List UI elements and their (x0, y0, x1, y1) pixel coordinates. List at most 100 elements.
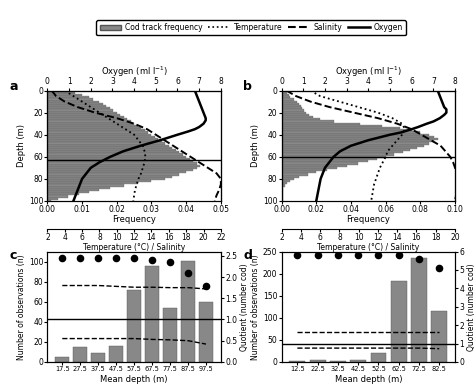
Bar (282, 196, 283, 198)
Bar (47, 162, 197, 164)
Point (202, 283, 210, 289)
Bar (282, 125, 382, 127)
X-axis label: Frequency: Frequency (112, 216, 156, 224)
Bar (47, 103, 103, 105)
X-axis label: Mean depth (m): Mean depth (m) (335, 375, 402, 384)
Bar (199, 302, 213, 362)
Bar (47, 178, 165, 180)
Bar (181, 261, 195, 362)
Bar (282, 112, 306, 114)
Bar (47, 200, 51, 202)
Bar (282, 142, 429, 145)
Bar (47, 136, 155, 138)
Bar (282, 138, 438, 140)
Text: d: d (244, 249, 252, 262)
Bar (109, 346, 123, 362)
Bar (55, 357, 69, 362)
Point (148, 257, 156, 263)
Y-axis label: Quotient (number cod): Quotient (number cod) (467, 263, 474, 351)
Bar (47, 182, 137, 184)
Bar (282, 96, 290, 98)
X-axis label: Mean depth (m): Mean depth (m) (100, 375, 168, 384)
Bar (47, 100, 100, 103)
Bar (47, 131, 148, 134)
Bar (282, 193, 283, 196)
Bar (282, 100, 297, 103)
Bar (282, 178, 294, 180)
Bar (282, 136, 434, 138)
Bar (47, 164, 200, 167)
Bar (282, 156, 386, 158)
Bar (47, 151, 179, 154)
Bar (47, 134, 152, 136)
Bar (47, 184, 124, 187)
Bar (47, 154, 182, 156)
Bar (282, 198, 283, 200)
Bar (282, 167, 337, 169)
Bar (282, 114, 310, 116)
Bar (47, 89, 65, 92)
Bar (282, 122, 360, 125)
Bar (47, 138, 158, 140)
Bar (282, 164, 347, 167)
Bar (282, 169, 327, 171)
Bar (282, 162, 358, 164)
Bar (282, 118, 320, 121)
Bar (282, 105, 301, 107)
Bar (282, 158, 377, 160)
Bar (282, 182, 287, 184)
Bar (282, 127, 400, 129)
Y-axis label: Number of observations (n): Number of observations (n) (17, 254, 26, 360)
Bar (282, 129, 412, 131)
Bar (282, 134, 429, 136)
Bar (47, 187, 110, 189)
Point (293, 252, 301, 258)
Bar (47, 189, 100, 191)
Bar (47, 109, 113, 112)
Bar (47, 171, 186, 173)
Bar (282, 154, 394, 156)
Bar (47, 129, 145, 131)
Bar (47, 125, 137, 127)
Bar (47, 92, 75, 94)
Bar (282, 151, 403, 154)
Bar (290, 361, 305, 362)
Bar (371, 353, 386, 362)
Bar (282, 109, 304, 112)
Point (314, 252, 321, 258)
Bar (91, 353, 105, 362)
Bar (47, 116, 124, 118)
Bar (47, 180, 152, 182)
Bar (310, 360, 326, 362)
Bar (282, 173, 308, 176)
Point (58, 255, 66, 261)
Text: b: b (244, 80, 252, 92)
X-axis label: Temperature (°C) / Salinity: Temperature (°C) / Salinity (317, 243, 419, 252)
Bar (47, 173, 179, 176)
Y-axis label: Depth (m): Depth (m) (251, 124, 260, 167)
X-axis label: Temperature (°C) / Salinity: Temperature (°C) / Salinity (83, 243, 185, 252)
Bar (282, 189, 283, 191)
Bar (282, 94, 289, 96)
Bar (47, 98, 92, 100)
Point (436, 265, 443, 271)
Bar (282, 180, 290, 182)
Bar (145, 266, 159, 362)
Bar (47, 196, 68, 198)
Bar (47, 169, 193, 171)
Point (355, 252, 362, 258)
Point (395, 252, 402, 258)
Bar (47, 167, 197, 169)
Point (374, 252, 382, 258)
Bar (282, 171, 316, 173)
Bar (282, 140, 434, 142)
Bar (47, 122, 134, 125)
Bar (282, 187, 283, 189)
Bar (47, 191, 89, 193)
Bar (282, 184, 285, 187)
Bar (391, 281, 407, 362)
Bar (282, 191, 283, 193)
Bar (431, 311, 447, 362)
Bar (282, 103, 299, 105)
Bar (47, 147, 172, 149)
